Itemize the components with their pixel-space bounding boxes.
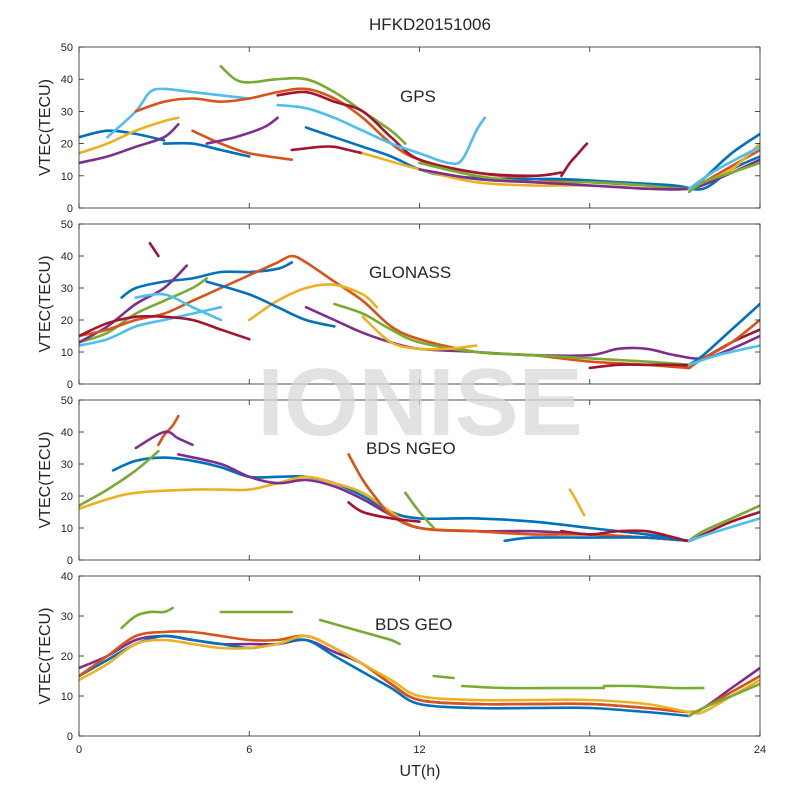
series-line-17 (687, 344, 760, 367)
series-line-13 (361, 315, 478, 351)
series-line-2 (157, 414, 180, 447)
series-line-1 (120, 606, 174, 630)
series-line-8 (79, 634, 691, 718)
series-line-6 (602, 684, 705, 690)
series-line-7 (347, 453, 691, 543)
panel-label: GLONASS (369, 263, 451, 282)
series-line-11 (687, 682, 760, 718)
y-tick-label: 50 (61, 42, 73, 54)
x-tick-label: 0 (76, 744, 82, 756)
series-line-9 (248, 283, 379, 322)
series-group (79, 606, 760, 718)
y-tick-label: 0 (67, 555, 73, 567)
figure-title: HFKD20151006 (369, 15, 491, 34)
y-tick-label: 30 (61, 459, 73, 471)
series-line-9 (404, 491, 435, 530)
series-line-7 (276, 90, 563, 178)
watermark: IONISE (257, 349, 582, 456)
y-axis-label: VTEC(TECU) (37, 256, 54, 353)
panel-label: BDS NGEO (366, 439, 456, 458)
y-tick-label: 50 (61, 219, 73, 231)
y-tick-label: 30 (61, 283, 73, 295)
series-line-10 (503, 536, 691, 543)
series-line-4 (79, 116, 180, 155)
series-line-2 (148, 241, 160, 258)
y-tick-label: 40 (61, 427, 73, 439)
y-tick-label: 50 (61, 395, 73, 407)
series-line-12 (560, 510, 760, 543)
plot-area (79, 576, 760, 736)
y-tick-label: 0 (67, 379, 73, 391)
plot-area (79, 224, 760, 384)
subplot-gps: 0 10 20 30 40 50 VTEC(TECU) GPS (37, 42, 761, 215)
y-tick-label: 10 (61, 523, 73, 535)
series-group (79, 65, 760, 194)
subplot-bds-geo: 0 10 20 30 40 VTEC(TECU) BDS GEO 0 6 12 18 24 (37, 571, 766, 756)
y-axis-label: VTEC(TECU) (37, 79, 54, 176)
x-tick-label: 6 (246, 744, 252, 756)
y-axis-label: VTEC(TECU) (37, 432, 54, 529)
series-line-11 (568, 488, 586, 517)
series-line-1 (111, 456, 691, 543)
series-line-1 (120, 261, 294, 299)
series-line-8 (347, 501, 421, 523)
subplot-stack: 0 10 20 30 40 50 VTEC(TECU) GPS 0 10 20 30 40 50 VTEC(… (37, 42, 766, 756)
series-line-10 (205, 116, 279, 145)
series-line-3 (318, 618, 401, 646)
y-tick-label: 30 (61, 611, 73, 623)
y-tick-label: 40 (61, 74, 73, 86)
y-tick-label: 20 (61, 651, 73, 663)
series-line-1 (79, 129, 166, 142)
y-tick-label: 10 (61, 171, 73, 183)
y-tick-label: 10 (61, 691, 73, 703)
series-line-13 (687, 504, 760, 543)
series-line-10 (205, 280, 336, 328)
series-line-11 (276, 103, 487, 166)
panel-label: GPS (400, 87, 436, 106)
y-tick-label: 0 (67, 203, 73, 215)
series-group (79, 241, 760, 370)
series-line-21 (687, 161, 760, 194)
series-line-9 (191, 129, 294, 161)
series-line-14 (687, 517, 760, 543)
plot-area (79, 47, 760, 208)
y-axis-label: VTEC(TECU) (37, 608, 54, 705)
y-tick-label: 10 (61, 347, 73, 359)
series-line-3 (134, 87, 691, 190)
series-line-4 (432, 674, 455, 680)
series-line-22 (687, 145, 760, 190)
series-line-16 (418, 158, 760, 191)
y-tick-label: 40 (61, 251, 73, 263)
series-line-3 (79, 277, 208, 344)
series-line-10 (79, 634, 760, 715)
series-line-4 (79, 305, 223, 347)
x-tick-label: 18 (584, 744, 596, 756)
y-tick-label: 0 (67, 731, 73, 743)
y-tick-label: 20 (61, 491, 73, 503)
y-tick-label: 20 (61, 315, 73, 327)
series-line-5 (219, 65, 407, 145)
x-tick-label: 24 (754, 744, 766, 756)
y-tick-label: 40 (61, 571, 73, 583)
subplot-bds-ngeo: 0 10 20 30 40 50 VTEC(TECU) BDS NGEO (37, 395, 761, 567)
series-line-15 (418, 161, 677, 190)
series-line-4 (79, 449, 160, 507)
x-tick-label: 12 (413, 744, 425, 756)
subplot-glonass: 0 10 20 30 40 50 VTEC(TECU) GLONASS (37, 219, 761, 391)
y-tick-label: 20 (61, 139, 73, 151)
series-line-8 (162, 141, 251, 158)
series-line-7 (79, 314, 251, 341)
series-line-3 (134, 430, 194, 450)
y-tick-label: 30 (61, 106, 73, 118)
series-group (79, 414, 760, 543)
series-line-5 (460, 684, 606, 690)
series-line-12 (333, 302, 691, 367)
series-line-12 (290, 145, 365, 155)
x-axis-label: UT(h) (400, 763, 441, 780)
series-line-8 (134, 292, 223, 322)
panel-label: BDS GEO (375, 615, 452, 634)
series-line-6 (79, 123, 180, 165)
series-line-17 (560, 142, 589, 178)
